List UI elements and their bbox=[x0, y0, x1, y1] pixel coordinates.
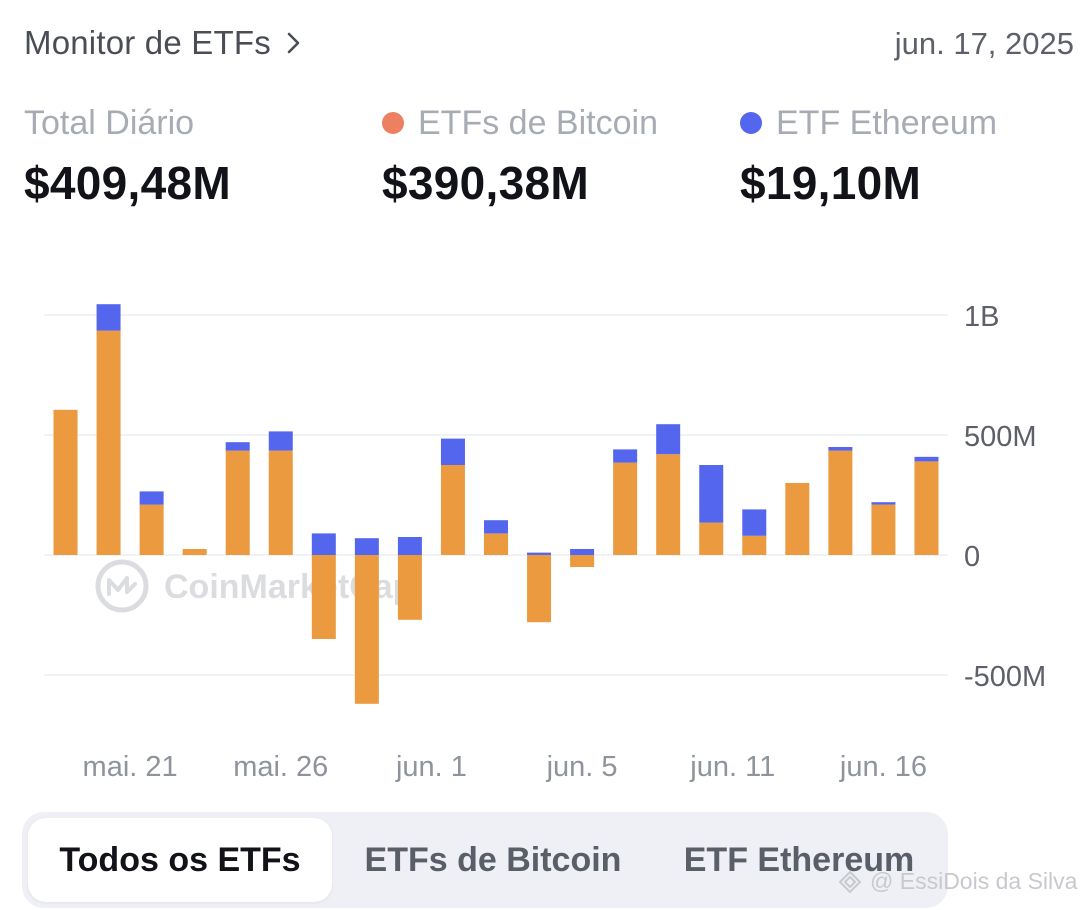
x-tick-label: jun. 11 bbox=[689, 751, 775, 783]
bar-ethereum bbox=[440, 438, 465, 465]
x-tick-label: jun. 5 bbox=[546, 751, 618, 783]
bar-ethereum bbox=[871, 502, 896, 505]
x-tick-label: mai. 26 bbox=[233, 751, 328, 783]
tab-all-etfs[interactable]: Todos os ETFs bbox=[28, 818, 332, 902]
coinmarketcap-logo-icon bbox=[95, 559, 149, 613]
bar-ethereum bbox=[139, 491, 164, 505]
bar-bitcoin bbox=[914, 461, 939, 555]
legend-dot-icon bbox=[740, 112, 762, 134]
x-tick-label: mai. 21 bbox=[83, 751, 178, 783]
stat-total-daily: Total Diário $409,48M bbox=[24, 100, 231, 210]
bar-ethereum bbox=[397, 537, 422, 555]
bar-bitcoin bbox=[484, 533, 508, 555]
stat-ethereum-etf: ETF Ethereum $19,10M bbox=[740, 100, 997, 210]
bar-ethereum bbox=[527, 552, 552, 555]
bar-bitcoin bbox=[311, 555, 336, 639]
tab-ethereum-etf[interactable]: ETF Ethereum bbox=[683, 840, 915, 879]
x-tick-label: jun. 16 bbox=[839, 751, 927, 783]
y-axis: 1B 500M 0 -500M bbox=[964, 301, 1046, 693]
etf-monitor-link[interactable]: Monitor de ETFs bbox=[24, 24, 305, 62]
square-diamond-icon bbox=[838, 870, 862, 893]
bar-bitcoin bbox=[139, 504, 164, 555]
bar-bitcoin bbox=[354, 555, 379, 704]
bar-bitcoin bbox=[527, 555, 552, 623]
bar-bitcoin bbox=[613, 462, 638, 555]
header: Monitor de ETFs jun. 17, 2025 bbox=[24, 24, 1074, 70]
y-tick-label: 1B bbox=[964, 301, 999, 333]
bar-bitcoin bbox=[182, 549, 207, 555]
chevron-right-icon bbox=[287, 32, 300, 54]
y-tick-label: 500M bbox=[964, 421, 1037, 453]
tab-bitcoin-etfs[interactable]: ETFs de Bitcoin bbox=[364, 840, 622, 879]
bar-bitcoin bbox=[570, 555, 595, 567]
bar-bitcoin bbox=[96, 330, 121, 555]
bar-bitcoin bbox=[785, 483, 810, 555]
bar-bitcoin bbox=[268, 450, 293, 555]
stat-label: ETFs de Bitcoin bbox=[418, 103, 658, 142]
bar-bitcoin bbox=[742, 535, 767, 555]
bar-ethereum bbox=[914, 456, 939, 462]
date-label: jun. 17, 2025 bbox=[894, 26, 1074, 61]
x-axis: mai. 21 mai. 26 jun. 1 jun. 5 jun. 11 jun. 16 bbox=[83, 751, 927, 783]
bar-bitcoin bbox=[699, 522, 724, 555]
y-tick-label: 0 bbox=[964, 541, 980, 573]
stat-value: $409,48M bbox=[24, 157, 231, 209]
credit-text: @ EssiDois da Silva bbox=[870, 868, 1078, 894]
bar-bitcoin bbox=[871, 504, 896, 555]
stat-value: $19,10M bbox=[740, 157, 922, 209]
bar-bitcoin bbox=[828, 450, 853, 555]
author-credit: @ EssiDois da Silva bbox=[838, 868, 1077, 895]
grid bbox=[44, 314, 948, 676]
bar-bitcoin bbox=[397, 555, 422, 620]
bar-ethereum bbox=[354, 538, 379, 555]
legend-dot-icon bbox=[382, 112, 404, 134]
stat-value: $390,38M bbox=[382, 157, 589, 209]
bar-bitcoin bbox=[440, 465, 465, 555]
bar-bitcoin bbox=[53, 409, 78, 555]
page-title: Monitor de ETFs bbox=[24, 24, 271, 61]
stat-bitcoin-etfs: ETFs de Bitcoin $390,38M bbox=[382, 100, 658, 210]
y-tick-label: -500M bbox=[964, 661, 1046, 693]
bar-ethereum bbox=[570, 549, 595, 555]
bar-bitcoin bbox=[225, 450, 250, 555]
bar-ethereum bbox=[268, 431, 293, 451]
bar-ethereum bbox=[742, 509, 767, 536]
bar-ethereum bbox=[311, 533, 336, 555]
etf-filter-tabs: Todos os ETFs ETFs de Bitcoin ETF Ethere… bbox=[22, 812, 948, 908]
bar-ethereum bbox=[96, 304, 121, 331]
bar-ethereum bbox=[828, 447, 853, 451]
bar-bitcoin bbox=[656, 454, 681, 555]
bar-ethereum bbox=[484, 520, 508, 534]
bars bbox=[53, 304, 939, 704]
bar-ethereum bbox=[613, 449, 638, 463]
bar-ethereum bbox=[699, 465, 724, 523]
stat-label: Total Diário bbox=[24, 103, 195, 142]
stat-label: ETF Ethereum bbox=[776, 103, 998, 142]
bar-ethereum bbox=[225, 442, 250, 451]
bar-ethereum bbox=[656, 424, 681, 455]
x-tick-label: jun. 1 bbox=[395, 751, 467, 783]
